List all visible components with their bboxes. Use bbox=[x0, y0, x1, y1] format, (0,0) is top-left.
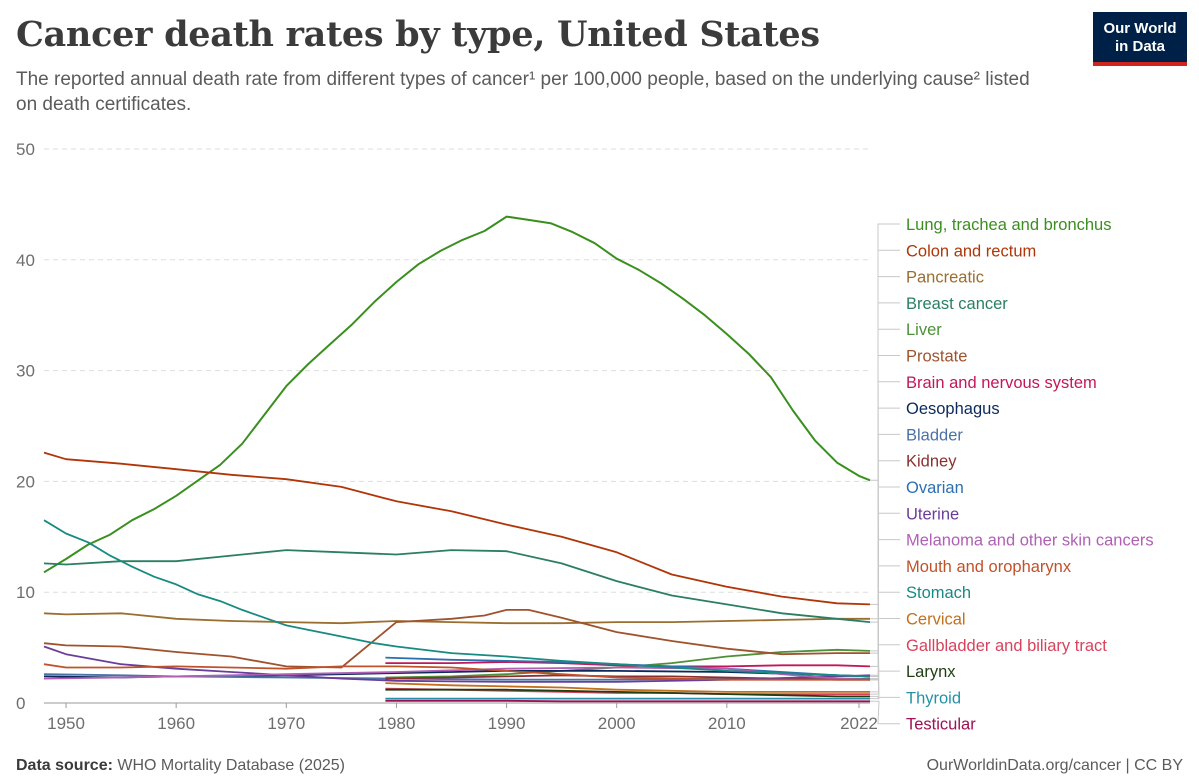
legend-label-1[interactable]: Colon and rectum bbox=[906, 242, 1036, 260]
legend-connector bbox=[870, 539, 900, 681]
series-line-2[interactable] bbox=[43, 612, 870, 625]
legend-label-17[interactable]: Larynx bbox=[906, 663, 956, 681]
x-axis: 1950 1960 1970 1980 1990 2000 2010 2022 bbox=[47, 703, 878, 733]
legend-label-10[interactable]: Ovarian bbox=[906, 479, 964, 497]
legend-label-8[interactable]: Bladder bbox=[906, 426, 963, 444]
legend-label-9[interactable]: Kidney bbox=[906, 453, 957, 471]
series-line-19[interactable] bbox=[385, 699, 870, 703]
y-tick-label: 30 bbox=[16, 362, 35, 381]
legend-label-13[interactable]: Mouth and oropharynx bbox=[906, 558, 1072, 576]
legend-connector bbox=[870, 328, 900, 652]
legend-connectors bbox=[870, 223, 900, 725]
legend-connector bbox=[870, 565, 900, 681]
legend-connector bbox=[870, 276, 900, 620]
legend-label-2[interactable]: Pancreatic bbox=[906, 269, 984, 287]
legend-connector bbox=[870, 700, 900, 725]
legend-connector bbox=[870, 223, 900, 481]
x-tick-label: 1960 bbox=[157, 714, 195, 733]
series-line-0[interactable] bbox=[43, 215, 871, 574]
legend-label-3[interactable]: Breast cancer bbox=[906, 295, 1008, 313]
legend-label-14[interactable]: Stomach bbox=[906, 584, 971, 602]
legend-connector bbox=[870, 460, 900, 681]
series-line-12[interactable] bbox=[43, 666, 871, 681]
legend-connector bbox=[870, 407, 900, 677]
x-tick-label: 1950 bbox=[47, 714, 85, 733]
y-tick-label: 20 bbox=[16, 472, 35, 491]
legend-connector bbox=[870, 249, 900, 605]
legend-label-11[interactable]: Uterine bbox=[906, 505, 959, 523]
series-line-1[interactable] bbox=[43, 451, 871, 606]
x-tick-label: 1970 bbox=[267, 714, 305, 733]
x-tick-label: 2010 bbox=[708, 714, 746, 733]
legend-label-5[interactable]: Prostate bbox=[906, 348, 967, 366]
x-tick-label: 1980 bbox=[378, 714, 416, 733]
series-line-14[interactable] bbox=[43, 519, 871, 678]
data-source-label: Data source: bbox=[16, 757, 113, 774]
legend-label-6[interactable]: Brain and nervous system bbox=[906, 374, 1097, 392]
y-tick-label: 10 bbox=[16, 583, 35, 602]
series-line-5[interactable] bbox=[43, 609, 870, 669]
legend-connector bbox=[870, 670, 900, 697]
y-tick-label: 0 bbox=[16, 694, 25, 713]
x-tick-label: 1990 bbox=[488, 714, 526, 733]
logo-line-2: in Data bbox=[1114, 38, 1165, 55]
series-line-13[interactable] bbox=[43, 663, 870, 681]
y-axis: 0 10 20 30 40 50 bbox=[16, 140, 35, 713]
legend-label-15[interactable]: Cervical bbox=[906, 611, 966, 629]
series-line-17[interactable] bbox=[385, 688, 870, 698]
data-source: Data source: WHO Mortality Database (202… bbox=[16, 757, 345, 775]
legend-connector bbox=[870, 433, 900, 680]
legend: Lung, trachea and bronchus Colon and rect… bbox=[906, 216, 1154, 734]
legend-connector bbox=[870, 644, 900, 695]
chart-title: Cancer death rates by type, United State… bbox=[16, 14, 820, 55]
footer-link[interactable]: OurWorldinData.org/cancer | CC BY bbox=[926, 757, 1183, 774]
y-tick-label: 40 bbox=[16, 251, 35, 270]
legend-label-0[interactable]: Lung, trachea and bronchus bbox=[906, 216, 1112, 234]
legend-connector bbox=[870, 486, 900, 677]
series-line-3[interactable] bbox=[43, 549, 871, 623]
legend-label-12[interactable]: Melanoma and other skin cancers bbox=[906, 532, 1154, 550]
grid-lines bbox=[44, 148, 870, 704]
series-lines bbox=[43, 215, 871, 703]
legend-label-7[interactable]: Oesophagus bbox=[906, 400, 1000, 418]
legend-label-16[interactable]: Gallbladder and biliary tract bbox=[906, 637, 1107, 655]
legend-connector bbox=[870, 618, 900, 693]
series-line-15[interactable] bbox=[385, 682, 870, 693]
legend-connector bbox=[870, 302, 900, 623]
legend-label-18[interactable]: Thyroid bbox=[906, 689, 961, 707]
legend-connector bbox=[870, 696, 900, 700]
x-tick-label: 2022 bbox=[840, 714, 878, 733]
owid-logo[interactable]: Our World in Data bbox=[1093, 12, 1187, 66]
legend-label-4[interactable]: Liver bbox=[906, 321, 942, 339]
x-tick-label: 2000 bbox=[598, 714, 636, 733]
y-tick-label: 50 bbox=[16, 140, 35, 159]
legend-connector bbox=[870, 355, 900, 654]
logo-line-1: Our World bbox=[1103, 20, 1177, 37]
data-source-text: WHO Mortality Database (2025) bbox=[117, 757, 346, 774]
legend-connector bbox=[870, 381, 900, 667]
legend-label-19[interactable]: Testicular bbox=[906, 716, 976, 734]
chart-subtitle: The reported annual death rate from diff… bbox=[16, 69, 1030, 115]
